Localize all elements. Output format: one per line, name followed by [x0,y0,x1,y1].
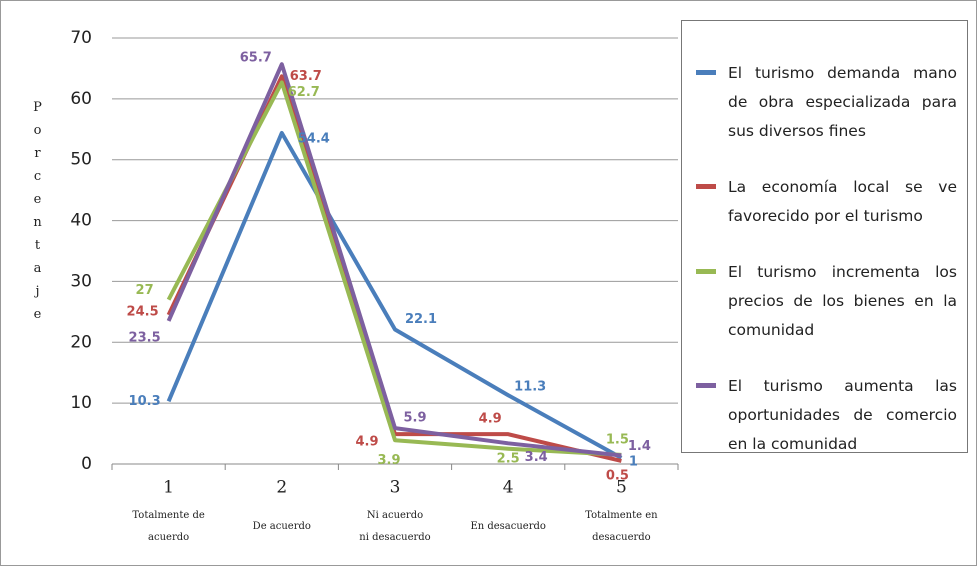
data-label: 3.4 [525,450,548,465]
data-label: 3.9 [377,453,400,468]
data-label: 4.9 [355,435,378,450]
x-category-description: En desacuerdo [470,521,546,532]
legend-swatch [696,383,716,388]
legend-swatch [696,269,716,274]
data-label: 5.9 [403,411,426,426]
data-label: 22.1 [405,312,437,327]
data-label: 4.9 [479,412,502,427]
x-category-description: Totalmente en desacuerdo [585,510,658,543]
data-label: 1.4 [628,439,651,454]
data-label: 1 [629,454,638,469]
y-tick-label: 30 [70,271,92,291]
legend-item: La economía local se ve favorecido por e… [696,173,957,231]
legend-label: El turismo incrementa los precios de los… [728,263,957,339]
x-tick-label: 1 [163,478,174,498]
x-category-description: Ni acuerdo ni desacuerdo [359,510,430,543]
data-label: 63.7 [290,69,322,84]
legend-label: El turismo demanda mano de obra especial… [728,64,957,140]
y-tick-label: 50 [70,150,92,170]
series-line [166,130,623,460]
x-category-description: De acuerdo [253,521,311,532]
data-label: 54.4 [298,131,330,146]
data-label: 24.5 [127,304,159,319]
data-label: 27 [136,283,154,298]
data-label: 0.5 [606,468,629,483]
data-label: 23.5 [129,330,161,345]
data-label: 11.3 [514,380,546,395]
legend-label: La economía local se ve favorecido por e… [728,178,957,225]
x-tick-label: 3 [390,478,401,498]
legend-swatch [696,184,716,189]
x-tick-label: 5 [616,478,627,498]
series-line [166,62,622,458]
legend-item: El turismo aumenta las oportunidades de … [696,372,957,459]
x-category-description: Totalmente de acuerdo [132,510,204,543]
y-axis-label: Porcentaje [30,100,45,330]
x-tick-label: 4 [503,478,514,498]
legend-swatch [696,70,716,75]
data-label: 10.3 [129,394,161,409]
data-label: 1.5 [606,432,629,447]
y-tick-label: 0 [81,454,92,474]
y-tick-label: 20 [70,332,92,352]
series-line [166,80,622,457]
legend-label: El turismo aumenta las oportunidades de … [728,377,957,453]
y-tick-label: 10 [70,393,92,413]
data-label: 62.7 [288,85,320,100]
legend-item: El turismo incrementa los precios de los… [696,258,957,345]
y-tick-label: 40 [70,211,92,231]
data-label: 2.5 [497,451,520,466]
y-tick-label: 60 [70,89,92,109]
legend-item: El turismo demanda mano de obra especial… [696,59,957,146]
y-tick-label: 70 [70,28,92,48]
data-label: 65.7 [240,51,272,66]
legend: El turismo demanda mano de obra especial… [681,20,968,453]
x-tick-label: 2 [276,478,287,498]
